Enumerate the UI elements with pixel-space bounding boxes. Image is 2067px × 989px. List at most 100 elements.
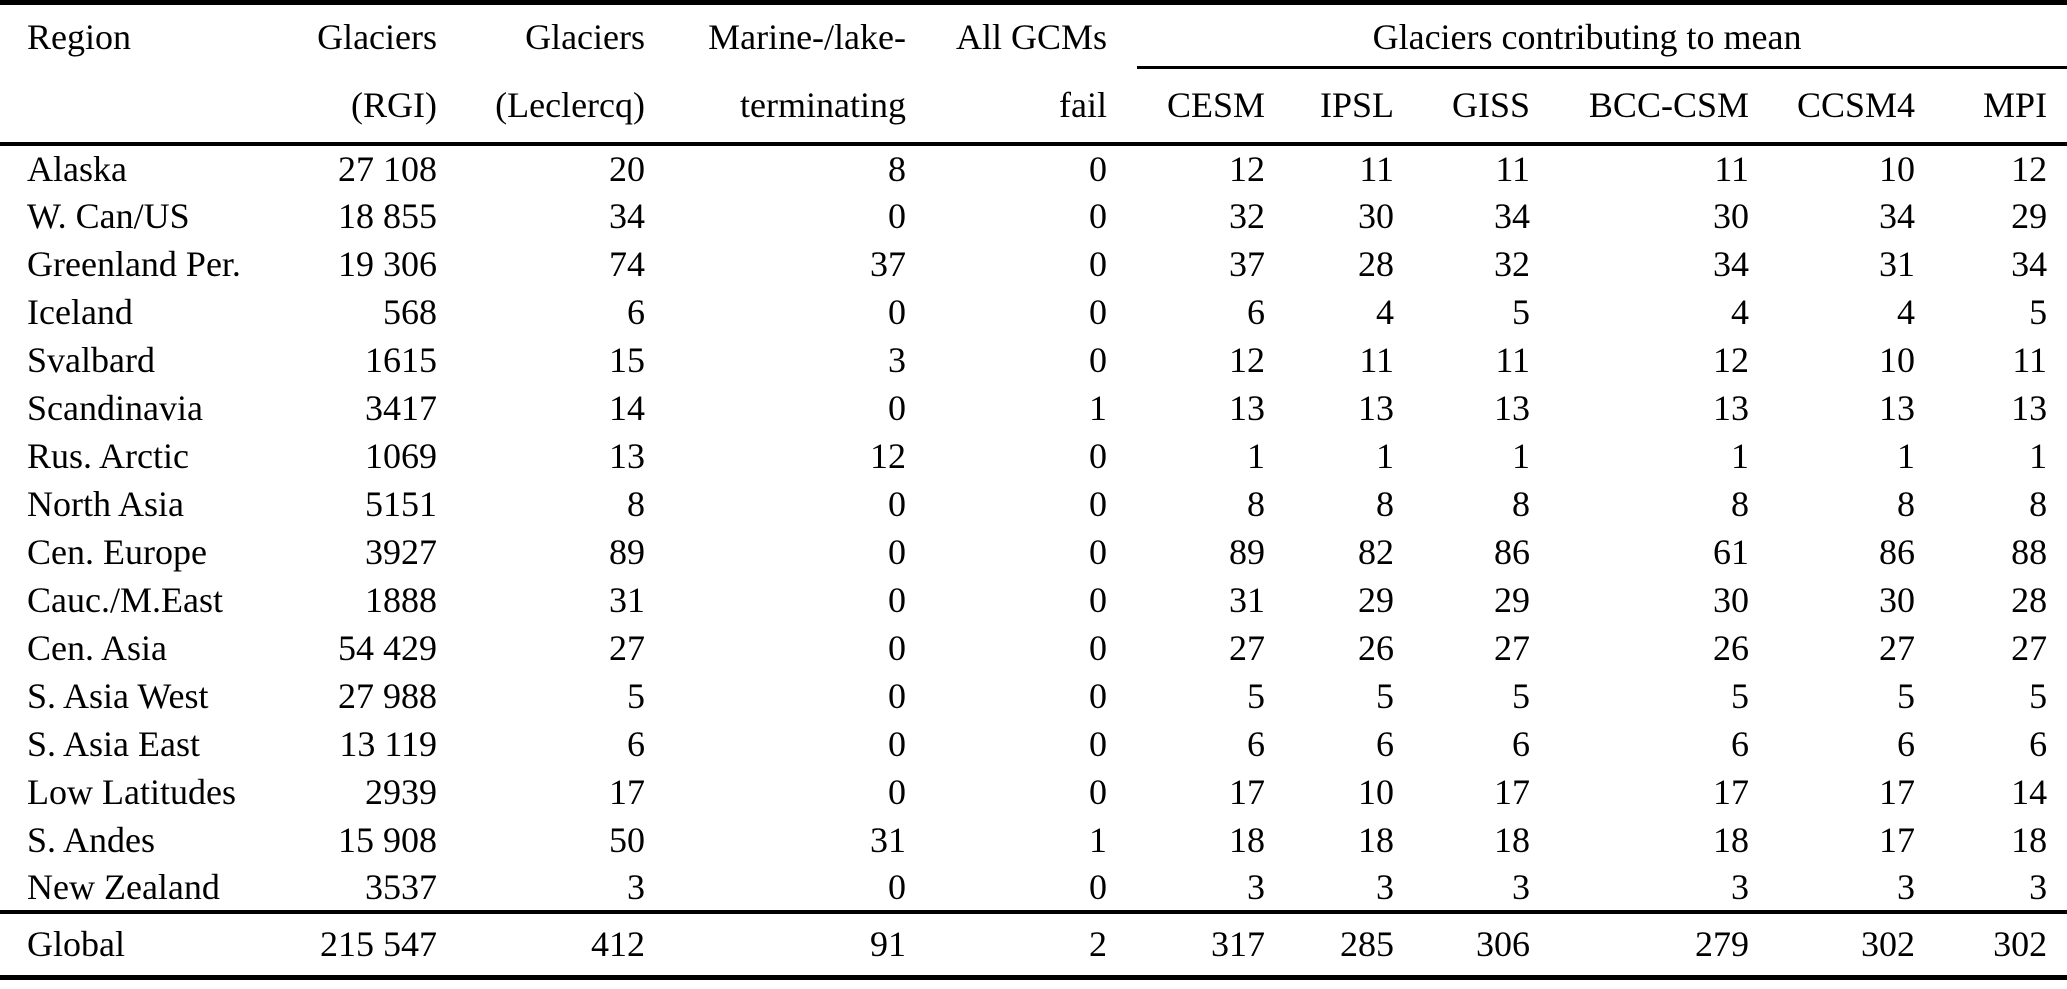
value-cell: 8 [1376,483,1394,524]
value-cell: 13 [2011,387,2048,428]
value-cell: 0 [888,723,906,764]
value-cell: 5151 [365,483,437,524]
value-cell: 0 [888,531,906,572]
value-cell: 0 [1089,675,1107,716]
header-group: Glaciers contributing to mean [1107,3,2067,69]
table-row: S. Asia East 13 119 6 0 0 6 6 6 6 6 6 [0,720,2067,768]
value-cell: 6 [1512,723,1530,764]
value-cell: 86 [1494,531,1530,572]
global-value-cell: 306 [1394,909,1530,980]
value-cell: 17 [1879,771,1915,812]
value-cell: 11 [1714,148,1749,189]
value-cell: 86 [1879,531,1915,572]
header-model-ccsm4: CCSM4 [1749,68,1915,146]
value-cell: 3 [1247,866,1265,907]
region-cell: W. Can/US [27,195,190,236]
value-cell: 31 [1229,579,1265,620]
value-cell: 0 [888,387,906,428]
global-value-cell: 412 [437,909,645,980]
value-cell: 3417 [365,387,437,428]
value-cell: 6 [2029,723,2048,764]
table-footer: Global 215 547 412 91 2 317 285 306 279 … [0,909,2067,980]
value-cell: 27 [1879,627,1915,668]
value-cell: 3 [627,866,645,907]
region-cell: Iceland [27,291,133,332]
value-cell: 20 [609,148,645,189]
value-cell: 0 [888,627,906,668]
value-cell: 10 [1879,148,1915,189]
value-cell: 1 [1089,819,1107,860]
region-cell: S. Asia West [27,675,209,716]
value-cell: 17 [1229,771,1265,812]
value-cell: 26 [1713,627,1749,668]
header-model-giss: GISS [1394,68,1530,146]
value-cell: 12 [1713,339,1749,380]
value-cell: 18 [2011,819,2048,860]
value-cell: 1 [1512,435,1530,476]
header-model-mpi: MPI [1915,68,2067,146]
value-cell: 8 [1897,483,1915,524]
header-marine-1: Marine-/lake- [708,16,906,57]
value-cell: 11 [1495,148,1530,189]
value-cell: 17 [1494,771,1530,812]
table-row: Rus. Arctic 1069 13 12 0 1 1 1 1 1 1 [0,432,2067,480]
table-row: Scandinavia 3417 14 0 1 13 13 13 13 13 1… [0,384,2067,432]
table-row: Cauc./M.East 1888 31 0 0 31 29 29 30 30 … [0,576,2067,624]
header-allgcms-2: fail [906,68,1107,146]
region-cell: Rus. Arctic [27,435,189,476]
value-cell: 0 [1089,243,1107,284]
value-cell: 82 [1358,531,1394,572]
value-cell: 12 [1229,339,1265,380]
value-cell: 37 [1229,243,1265,284]
value-cell: 31 [609,579,645,620]
value-cell: 3 [1731,866,1749,907]
value-cell: 13 [609,435,645,476]
global-value-cell: 91 [645,909,906,980]
region-cell: Cauc./M.East [27,579,223,620]
value-cell: 13 [1494,387,1530,428]
value-cell: 1 [1089,387,1107,428]
header-model-bcc-csm: BCC-CSM [1530,68,1749,146]
global-value-cell: 302 [1915,909,2067,980]
table-row: S. Asia West 27 988 5 0 0 5 5 5 5 5 5 [0,672,2067,720]
value-cell: 0 [1089,291,1107,332]
header-glaciers-leclercq-1: Glaciers [525,16,645,57]
value-cell: 12 [870,435,906,476]
value-cell: 8 [1512,483,1530,524]
value-cell: 12 [2011,148,2048,189]
global-row: Global 215 547 412 91 2 317 285 306 279 … [0,909,2067,980]
value-cell: 0 [1089,435,1107,476]
value-cell: 8 [627,483,645,524]
value-cell: 1 [2029,435,2048,476]
region-cell: North Asia [27,483,184,524]
header-region-blank [0,68,207,146]
value-cell: 6 [627,291,645,332]
table-row: North Asia 5151 8 0 0 8 8 8 8 8 8 [0,480,2067,528]
value-cell: 26 [1358,627,1394,668]
value-cell: 17 [1879,819,1915,860]
value-cell: 0 [1089,627,1107,668]
value-cell: 34 [1713,243,1749,284]
global-value-cell: 215 547 [207,909,437,980]
region-cell: Alaska [27,148,127,189]
value-cell: 11 [1359,148,1394,189]
value-cell: 13 119 [339,723,437,764]
value-cell: 61 [1713,531,1749,572]
value-cell: 34 [609,195,645,236]
global-value-cell: 279 [1530,909,1749,980]
value-cell: 30 [1358,195,1394,236]
value-cell: 5 [1512,675,1530,716]
value-cell: 11 [2012,339,2048,380]
value-cell: 19 306 [338,243,437,284]
value-cell: 6 [1897,723,1915,764]
value-cell: 5 [627,675,645,716]
value-cell: 5 [1731,675,1749,716]
value-cell: 5 [2029,291,2048,332]
value-cell: 37 [870,243,906,284]
value-cell: 74 [609,243,645,284]
value-cell: 1069 [365,435,437,476]
table-body: Alaska 27 108 20 8 0 12 11 11 11 10 12 W… [0,144,2067,912]
header-region: Region [27,16,131,57]
table-row: Iceland 568 6 0 0 6 4 5 4 4 5 [0,288,2067,336]
